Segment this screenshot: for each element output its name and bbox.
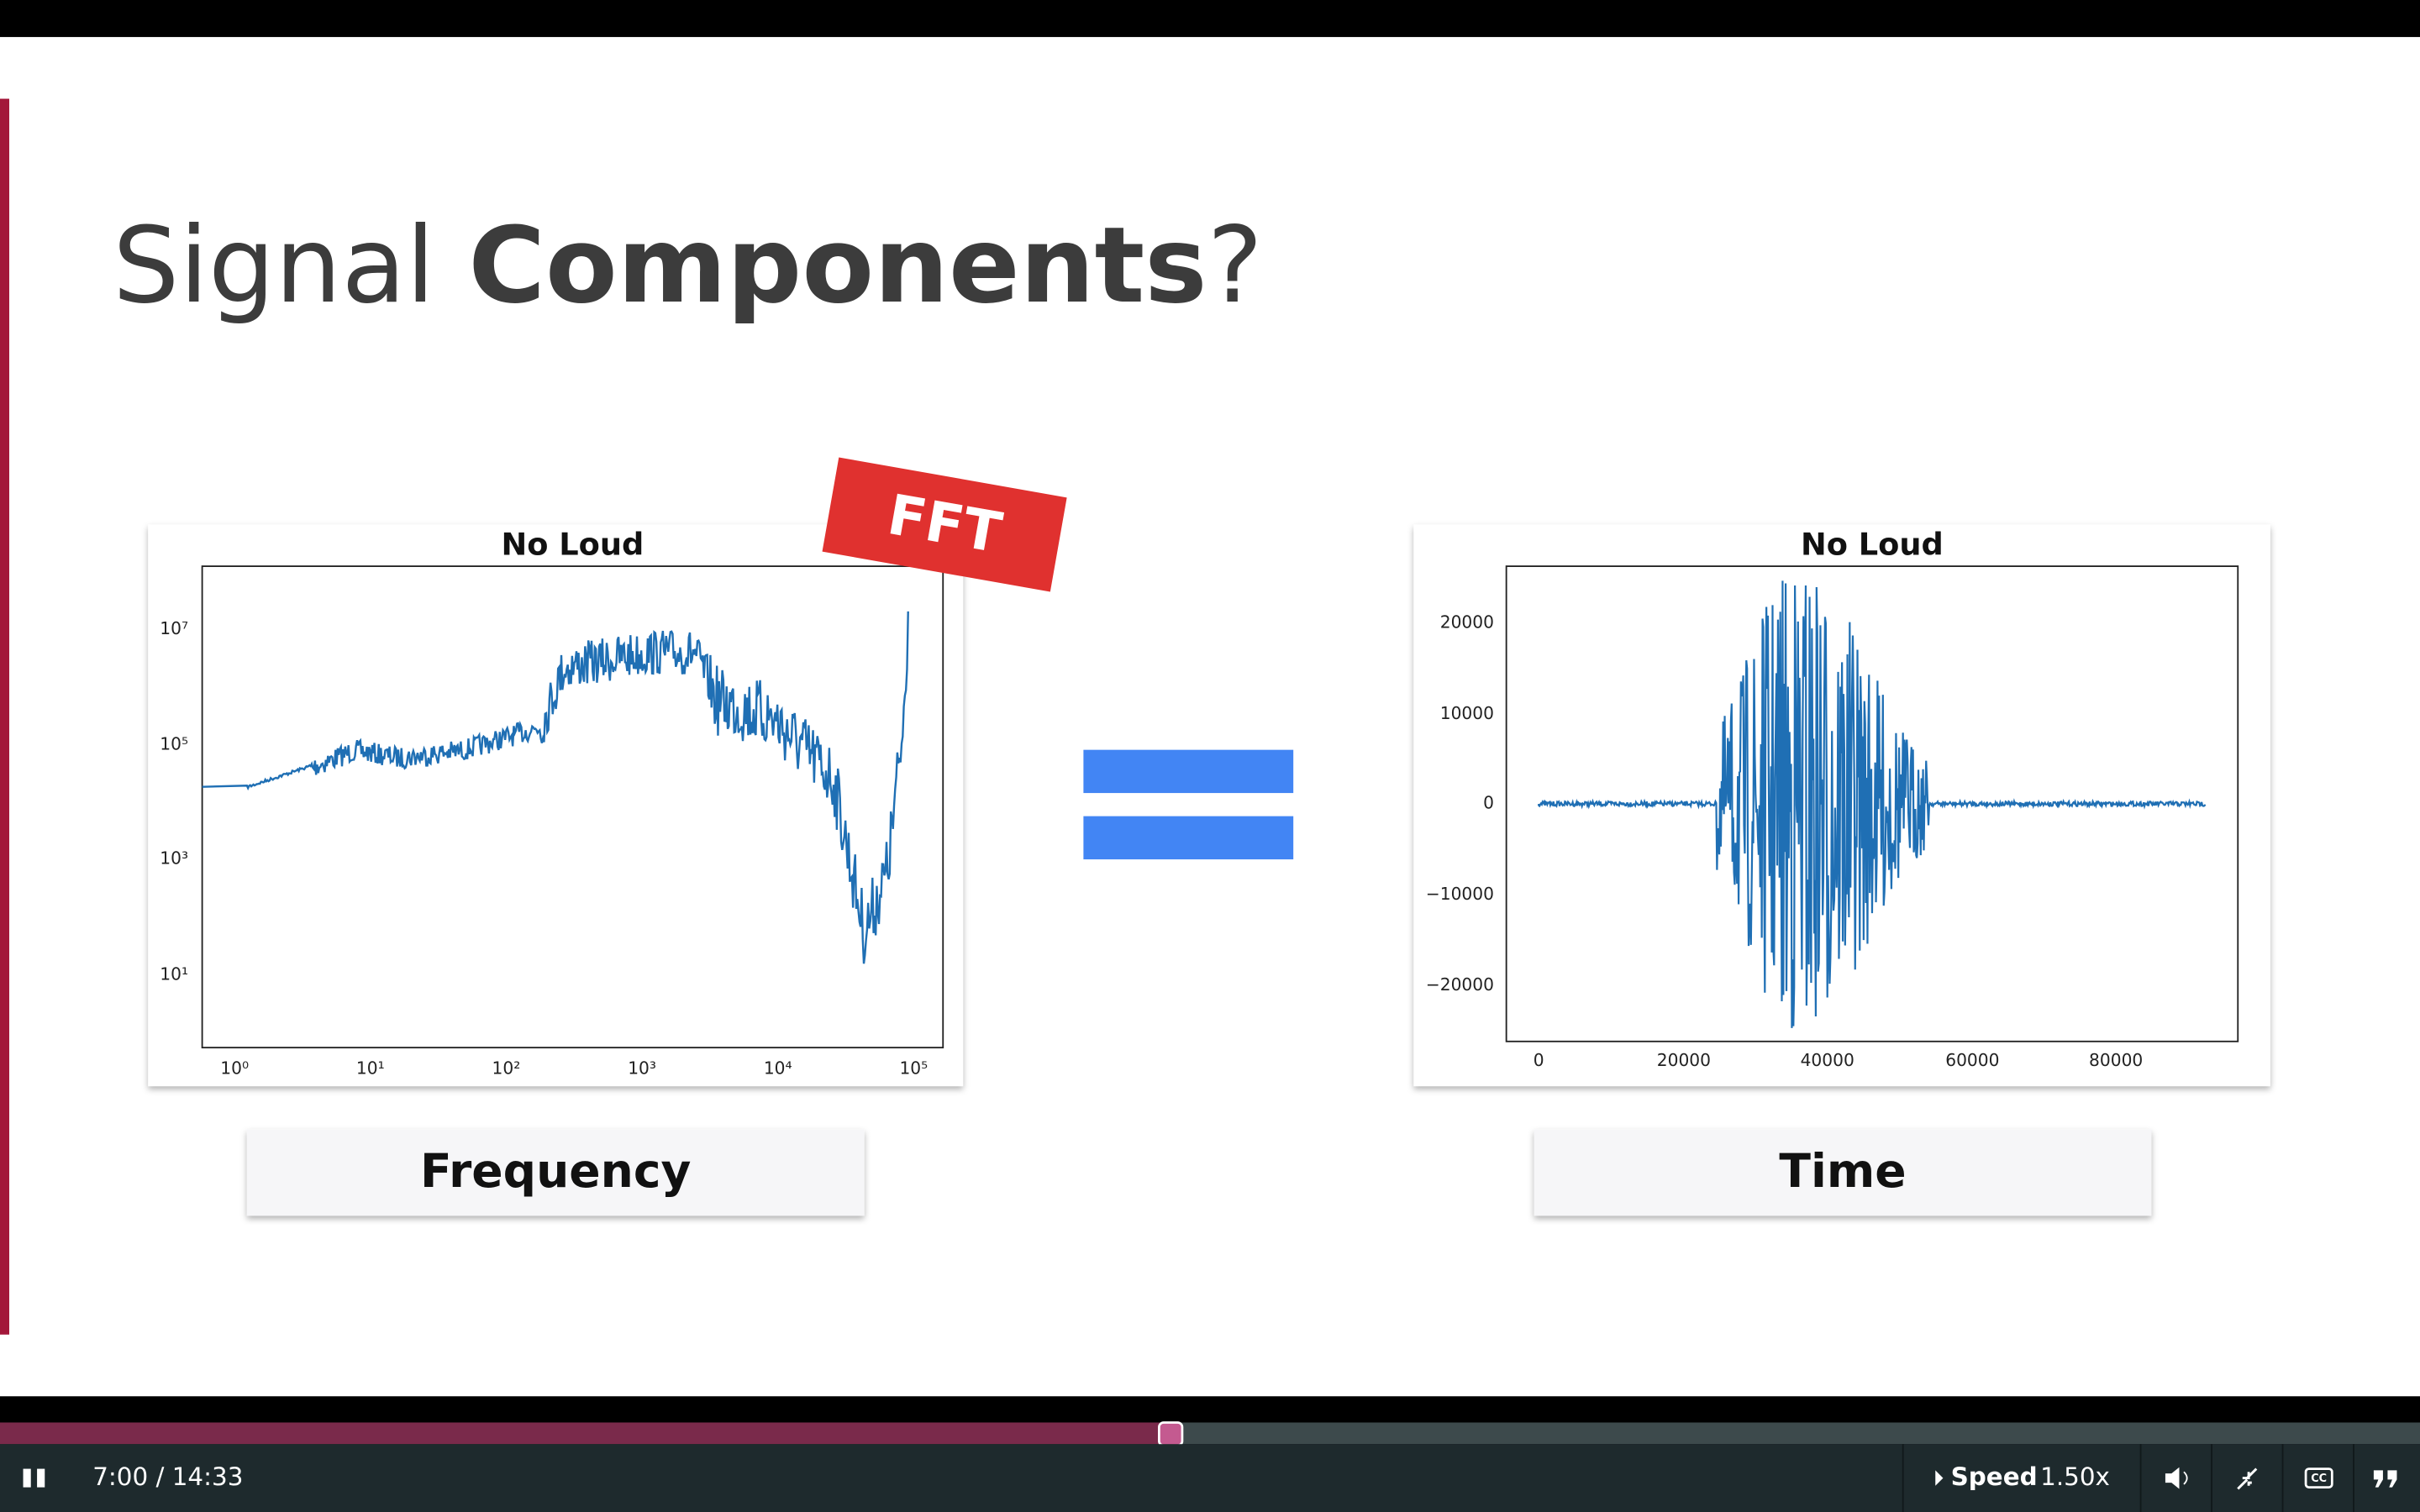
fft-badge: FFT <box>822 457 1067 592</box>
x-tick-label: 10² <box>492 1058 521 1078</box>
transcript-button[interactable] <box>2373 1470 2397 1488</box>
caption: Frequency <box>420 1144 691 1198</box>
title-end: ? <box>1207 205 1263 327</box>
captions-button[interactable]: CC <box>2304 1467 2333 1488</box>
speed-label: Speed <box>1951 1462 2038 1491</box>
x-tick-label: 60000 <box>1945 1050 1999 1070</box>
exit-fullscreen-button[interactable] <box>2237 1467 2258 1490</box>
y-tick-label: 10⁵ <box>160 734 188 754</box>
y-tick-label: 10¹ <box>160 963 188 984</box>
waveform <box>1538 580 2207 1028</box>
plot-card <box>148 524 964 1087</box>
progress-played <box>0 1422 1171 1445</box>
y-tick-label: −10000 <box>1426 884 1494 904</box>
plot-title: No Loud <box>1801 527 1944 563</box>
speed-value: 1.50x <box>2040 1462 2110 1491</box>
spectrum <box>202 611 909 964</box>
y-tick-label: −20000 <box>1426 974 1494 995</box>
accent-bar <box>0 98 10 1335</box>
caption: Time <box>1779 1144 1906 1198</box>
title-bold: Components <box>468 205 1207 327</box>
equals-top <box>1083 749 1294 794</box>
svg-text:CC: CC <box>2311 1473 2327 1485</box>
plot-title: No Loud <box>502 527 644 563</box>
volume-button[interactable] <box>2165 1467 2188 1489</box>
slide-title: Signal Components? <box>113 205 1263 327</box>
time-display: 7:00 / 14:33 <box>92 1462 243 1491</box>
y-tick-label: 10³ <box>160 848 188 869</box>
y-tick-label: 10000 <box>1440 703 1494 723</box>
equals-bottom <box>1083 816 1294 860</box>
control-bar <box>0 1444 2420 1512</box>
x-tick-label: 10⁴ <box>764 1058 792 1078</box>
plot-frame <box>201 565 944 1049</box>
x-tick-label: 40000 <box>1801 1050 1854 1070</box>
speed-button[interactable]: Speed 1.50x <box>1935 1462 2110 1491</box>
x-tick-label: 10⁰ <box>220 1058 249 1078</box>
x-tick-label: 10³ <box>628 1058 656 1078</box>
title-regular: Signal <box>113 205 435 327</box>
x-tick-label: 20000 <box>1657 1050 1711 1070</box>
x-tick-label: 0 <box>1534 1050 1544 1070</box>
x-tick-label: 80000 <box>2089 1050 2143 1070</box>
x-tick-label: 10⁵ <box>899 1058 928 1078</box>
caption-box <box>246 1129 865 1216</box>
y-tick-label: 20000 <box>1440 612 1494 633</box>
caption-box <box>1534 1129 2152 1216</box>
badge-bg <box>822 457 1067 592</box>
spectrum-line <box>202 611 909 964</box>
y-tick-label: 0 <box>1483 792 1494 812</box>
waveform-line <box>1538 580 2207 1028</box>
plot-frame <box>1505 565 2239 1042</box>
progress-handle[interactable] <box>1158 1421 1184 1447</box>
pause-button[interactable] <box>23 1468 45 1488</box>
x-tick-label: 10¹ <box>356 1058 385 1078</box>
y-tick-label: 10⁷ <box>160 618 188 638</box>
